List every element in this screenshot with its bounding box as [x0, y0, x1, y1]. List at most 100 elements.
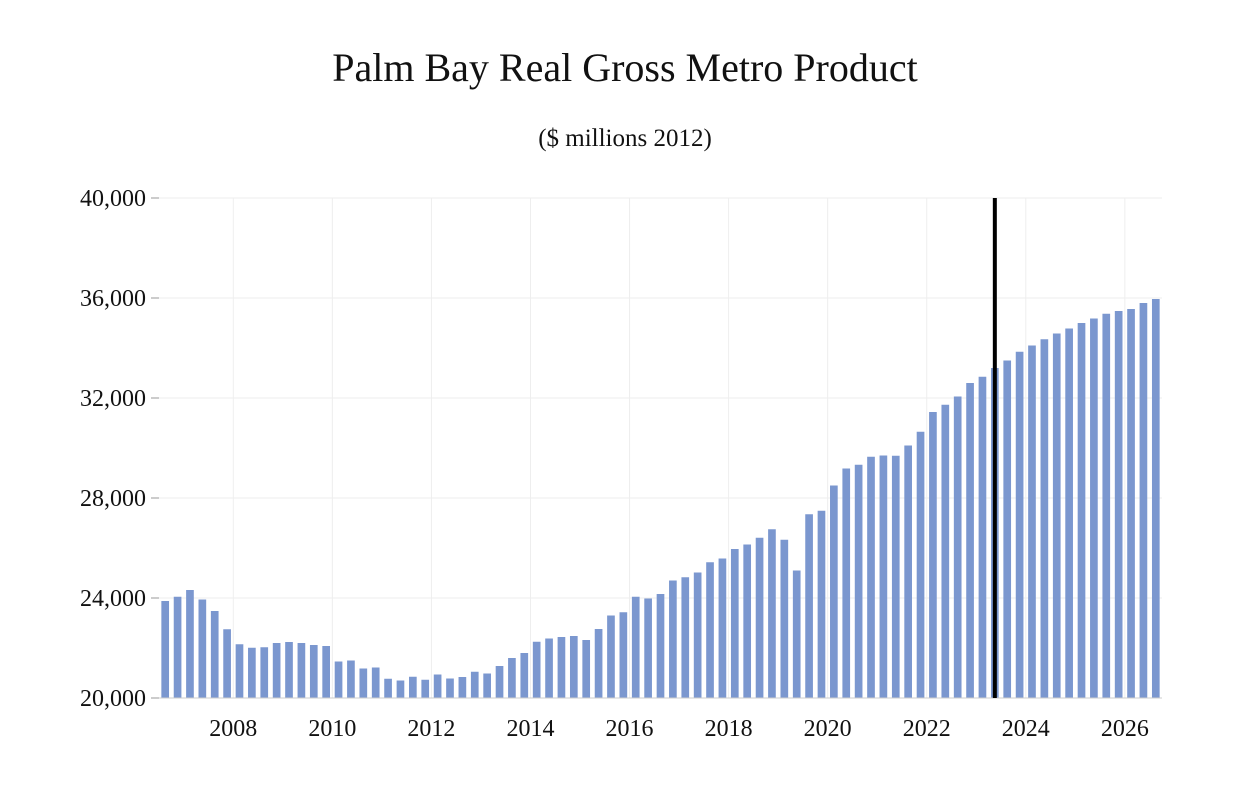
- bar: [879, 455, 888, 698]
- bar: [248, 647, 256, 698]
- bar: [768, 529, 776, 698]
- y-tick-label: 24,000: [80, 586, 146, 612]
- bar: [1090, 318, 1098, 698]
- bar: [161, 601, 170, 698]
- x-tick-label: 2024: [1002, 716, 1050, 742]
- bar: [1052, 333, 1061, 698]
- bar: [347, 660, 355, 698]
- y-tick-label: 20,000: [80, 686, 146, 712]
- bar: [582, 640, 591, 698]
- bar: [867, 456, 875, 698]
- bar: [223, 629, 231, 698]
- bar: [272, 643, 281, 698]
- x-tick-label: 2010: [308, 716, 356, 742]
- bar: [842, 468, 851, 698]
- bar: [322, 646, 331, 698]
- bar: [446, 678, 454, 698]
- bar: [966, 383, 974, 698]
- bar: [1015, 351, 1024, 698]
- bar: [173, 596, 182, 698]
- bar: [483, 673, 491, 698]
- bar: [186, 590, 194, 698]
- bar: [569, 636, 578, 698]
- bar: [1114, 311, 1123, 698]
- bar: [371, 667, 380, 698]
- bar: [1028, 345, 1036, 698]
- x-tick-label: 2020: [804, 716, 852, 742]
- bar: [631, 596, 640, 698]
- bar: [916, 431, 925, 698]
- bar: [1102, 313, 1111, 698]
- x-tick-label: 2016: [606, 716, 654, 742]
- bar: [458, 677, 467, 698]
- bar: [260, 647, 269, 698]
- bar: [384, 678, 392, 698]
- bar: [359, 668, 368, 698]
- y-tick-label: 36,000: [80, 286, 146, 312]
- bar: [235, 644, 244, 698]
- chart-title: Palm Bay Real Gross Metro Product: [332, 45, 918, 90]
- grid-lines: [159, 197, 1162, 699]
- bar: [891, 455, 900, 698]
- bar: [532, 641, 541, 698]
- bar: [309, 645, 318, 698]
- bar: [433, 674, 442, 698]
- bar: [929, 412, 937, 698]
- bar: [817, 510, 826, 698]
- bar: [644, 598, 652, 698]
- x-tick-label: 2012: [407, 716, 455, 742]
- bar: [607, 615, 615, 698]
- bar: [421, 679, 430, 698]
- bar: [297, 643, 306, 698]
- bar: [594, 629, 603, 698]
- bar: [669, 580, 677, 698]
- bar: [1040, 339, 1049, 698]
- bar: [285, 642, 293, 698]
- bar: [210, 611, 219, 698]
- bars: [161, 299, 1160, 698]
- axes: 20,000 24,000 28,000 32,000 36,000 40,000 2008…: [80, 186, 1162, 742]
- bar: [953, 396, 962, 698]
- y-tick-label: 40,000: [80, 186, 146, 212]
- bar: [545, 638, 553, 698]
- bar: [792, 570, 801, 698]
- y-tick-label: 28,000: [80, 486, 146, 512]
- bar: [334, 661, 343, 698]
- bar: [1127, 309, 1135, 698]
- bar: [409, 676, 417, 698]
- bar: [693, 572, 702, 698]
- x-tick-label: 2026: [1101, 716, 1149, 742]
- bar: [557, 637, 566, 698]
- bar: [706, 562, 714, 698]
- bar: [470, 671, 479, 698]
- bar: [198, 599, 207, 698]
- bar: [1151, 299, 1160, 698]
- bar: [508, 658, 516, 698]
- bar: [805, 514, 813, 698]
- bar: [1065, 328, 1073, 698]
- bar: [1003, 360, 1012, 698]
- bar: [681, 577, 690, 698]
- x-tick-label: 2022: [903, 716, 951, 742]
- bar: [718, 558, 727, 698]
- bar: [1139, 303, 1148, 698]
- bar: [904, 445, 912, 698]
- bar: [830, 485, 838, 698]
- bar: [730, 549, 739, 698]
- bar: [755, 537, 764, 698]
- bar: [619, 612, 628, 698]
- bar: [854, 464, 863, 698]
- bar: [978, 376, 987, 698]
- bar: [780, 539, 789, 698]
- x-tick-label: 2018: [705, 716, 753, 742]
- bar: [656, 594, 665, 698]
- bar: [396, 680, 405, 698]
- bar: [1077, 323, 1086, 698]
- bar: [941, 404, 950, 698]
- chart-subtitle: ($ millions 2012): [538, 125, 712, 152]
- bar: [520, 653, 529, 698]
- bar: [743, 544, 752, 698]
- x-tick-label: 2014: [506, 716, 554, 742]
- x-tick-label: 2008: [209, 716, 257, 742]
